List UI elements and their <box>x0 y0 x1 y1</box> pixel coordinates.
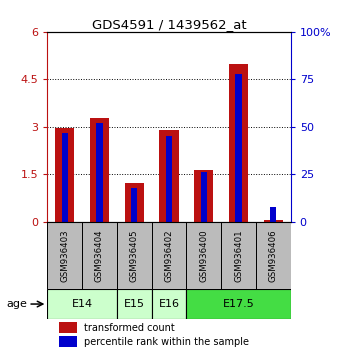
Bar <box>55 129 74 222</box>
Bar <box>131 188 137 222</box>
Bar <box>59 322 76 333</box>
Text: E16: E16 <box>159 299 179 309</box>
Text: age: age <box>6 299 27 309</box>
Text: E15: E15 <box>124 299 145 309</box>
Text: E17.5: E17.5 <box>223 299 255 309</box>
Bar <box>256 222 291 289</box>
Bar <box>117 289 152 319</box>
Text: GSM936406: GSM936406 <box>269 229 278 282</box>
Bar <box>194 170 213 222</box>
Bar <box>96 123 103 222</box>
Title: GDS4591 / 1439562_at: GDS4591 / 1439562_at <box>92 18 246 31</box>
Bar <box>221 222 256 289</box>
Bar <box>229 63 248 222</box>
Text: GSM936403: GSM936403 <box>60 229 69 282</box>
Text: transformed count: transformed count <box>84 323 174 333</box>
Bar <box>201 172 207 222</box>
Text: GSM936402: GSM936402 <box>165 229 173 282</box>
Bar <box>47 222 82 289</box>
Bar <box>125 183 144 222</box>
Bar <box>166 136 172 222</box>
Bar <box>117 222 152 289</box>
Bar <box>82 222 117 289</box>
Text: GSM936401: GSM936401 <box>234 229 243 282</box>
Bar <box>264 219 283 222</box>
Bar <box>152 222 186 289</box>
Text: GSM936405: GSM936405 <box>130 229 139 282</box>
Bar <box>160 130 178 222</box>
Text: percentile rank within the sample: percentile rank within the sample <box>84 337 249 347</box>
Bar <box>90 118 109 222</box>
Bar <box>59 336 76 347</box>
Text: E14: E14 <box>72 299 93 309</box>
Bar <box>152 289 186 319</box>
Bar <box>270 207 276 222</box>
Bar <box>235 74 242 222</box>
Text: GSM936400: GSM936400 <box>199 229 208 282</box>
Bar <box>62 132 68 222</box>
Bar <box>186 222 221 289</box>
Bar <box>47 289 117 319</box>
Text: GSM936404: GSM936404 <box>95 229 104 282</box>
Bar <box>186 289 291 319</box>
